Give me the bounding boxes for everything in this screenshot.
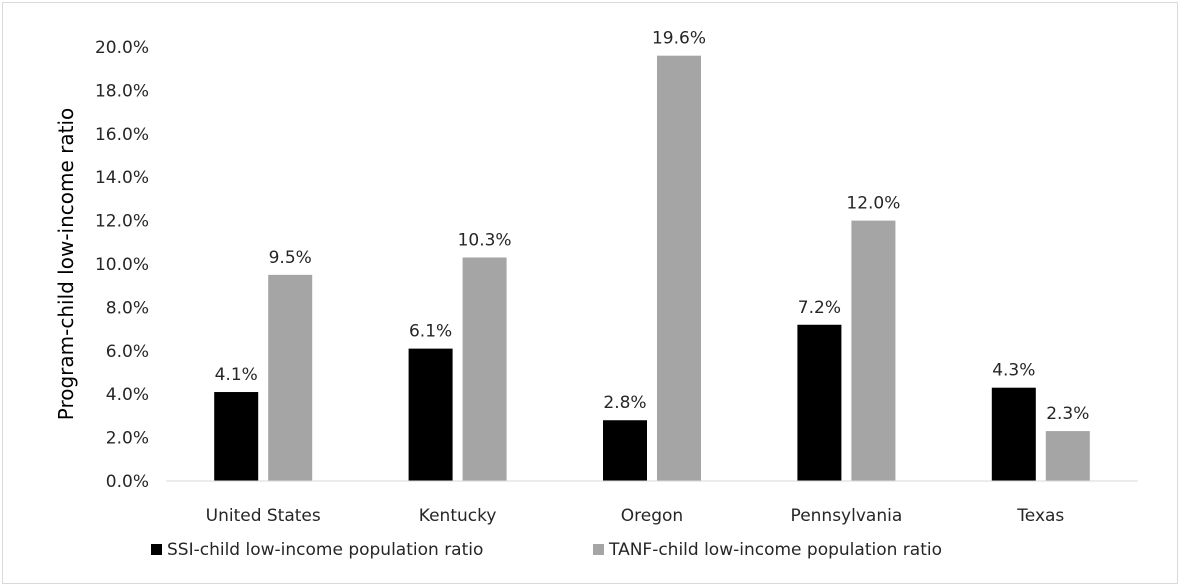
x-tick-label: United States (206, 506, 321, 526)
data-label: 7.2% (798, 298, 841, 318)
y-tick-label: 4.0% (106, 385, 149, 405)
data-labels: 4.1% 9.5% 6.1% 10.3% 2.8% 19.6% 7.2% 12.0% 4.3% 2… (215, 29, 1090, 424)
bar-tanf-texas (1045, 431, 1090, 481)
y-tick-label: 0.0% (106, 472, 149, 492)
legend-swatch-ssi (151, 544, 162, 555)
y-tick-label: 14.0% (95, 168, 149, 188)
data-label: 9.5% (269, 248, 312, 268)
bar-tanf-oregon (657, 55, 701, 482)
bar-ssi-kentucky (408, 348, 453, 481)
y-tick-label: 16.0% (95, 125, 149, 145)
data-label: 19.6% (652, 29, 706, 49)
x-tick-label: Pennsylvania (791, 506, 903, 526)
x-tick-label: Texas (1016, 506, 1064, 526)
y-tick-label: 6.0% (106, 342, 149, 362)
bar-chart: 0.0% 2.0% 4.0% 6.0% 8.0% 10.0% 12.0% 14.0% 16.0%… (54, 29, 1138, 560)
data-label: 4.3% (992, 361, 1035, 381)
legend-label-ssi: SSI-child low-income population ratio (167, 540, 483, 560)
y-tick-label: 20.0% (95, 38, 149, 58)
bar-ssi-texas (991, 387, 1036, 481)
data-label: 6.1% (409, 322, 452, 342)
y-tick-label: 8.0% (106, 298, 149, 318)
legend: SSI-child low-income population ratio TAN… (151, 540, 942, 560)
y-tick-label: 18.0% (95, 81, 149, 101)
bars (214, 55, 1090, 482)
data-label: 4.1% (215, 365, 258, 385)
x-tick-label: Oregon (621, 506, 683, 526)
y-axis-title: Program-child low-income ratio (54, 108, 78, 421)
data-label: 12.0% (846, 194, 900, 214)
legend-swatch-tanf (593, 544, 604, 555)
legend-label-tanf: TANF-child low-income population ratio (608, 540, 942, 560)
data-label: 2.8% (603, 393, 646, 413)
bar-tanf-kentucky (462, 257, 507, 481)
data-label: 2.3% (1046, 404, 1089, 424)
bar-ssi-united-states (214, 392, 259, 481)
y-axis-ticks: 0.0% 2.0% 4.0% 6.0% 8.0% 10.0% 12.0% 14.0% 16.0%… (95, 38, 149, 492)
bar-ssi-pennsylvania (797, 324, 842, 481)
bar-tanf-pennsylvania (851, 220, 896, 481)
bar-tanf-united-states (268, 274, 313, 481)
x-axis-category-labels: United States Kentucky Oregon Pennsylvania T… (206, 506, 1065, 526)
data-label: 10.3% (458, 230, 512, 250)
y-tick-label: 2.0% (106, 429, 149, 449)
x-tick-label: Kentucky (419, 506, 497, 526)
y-tick-label: 10.0% (95, 255, 149, 275)
y-tick-label: 12.0% (95, 212, 149, 232)
bar-ssi-oregon (603, 420, 647, 481)
